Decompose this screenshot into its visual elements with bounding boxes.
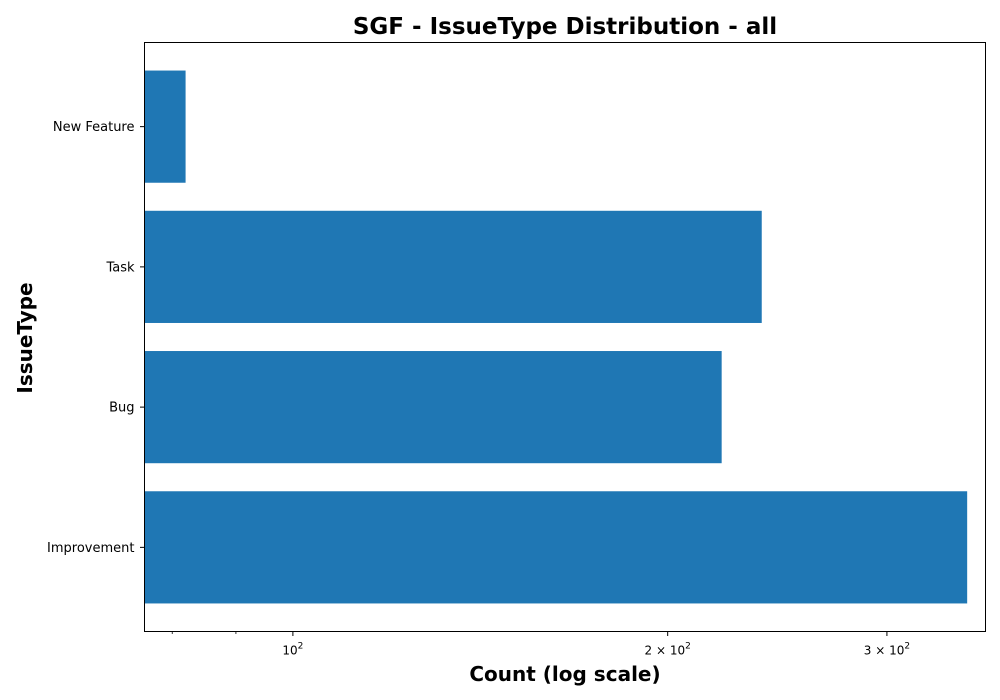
y-axis: New Feature Task Bug Improvement	[47, 120, 145, 556]
y-tick-label: Task	[105, 260, 135, 275]
y-axis-label: IssueType	[13, 282, 37, 393]
chart-title: SGF - IssueType Distribution - all	[353, 14, 777, 40]
x-tick-label: 102	[282, 642, 303, 658]
x-axis: 102 2 × 102 3 × 102	[171, 631, 910, 658]
x-axis-label: Count (log scale)	[469, 662, 660, 686]
bars-group	[144, 70, 968, 604]
bar-bug	[144, 351, 722, 464]
y-tick-label: New Feature	[53, 120, 135, 135]
bar-new-feature	[144, 70, 186, 183]
bar-task	[144, 210, 762, 323]
y-tick-label: Bug	[109, 401, 134, 416]
x-tick-label: 2 × 102	[645, 642, 691, 658]
bar-improvement	[144, 491, 968, 604]
y-tick-label: Improvement	[47, 541, 134, 556]
x-tick-label: 3 × 102	[864, 642, 910, 658]
plot-frame	[144, 42, 986, 632]
